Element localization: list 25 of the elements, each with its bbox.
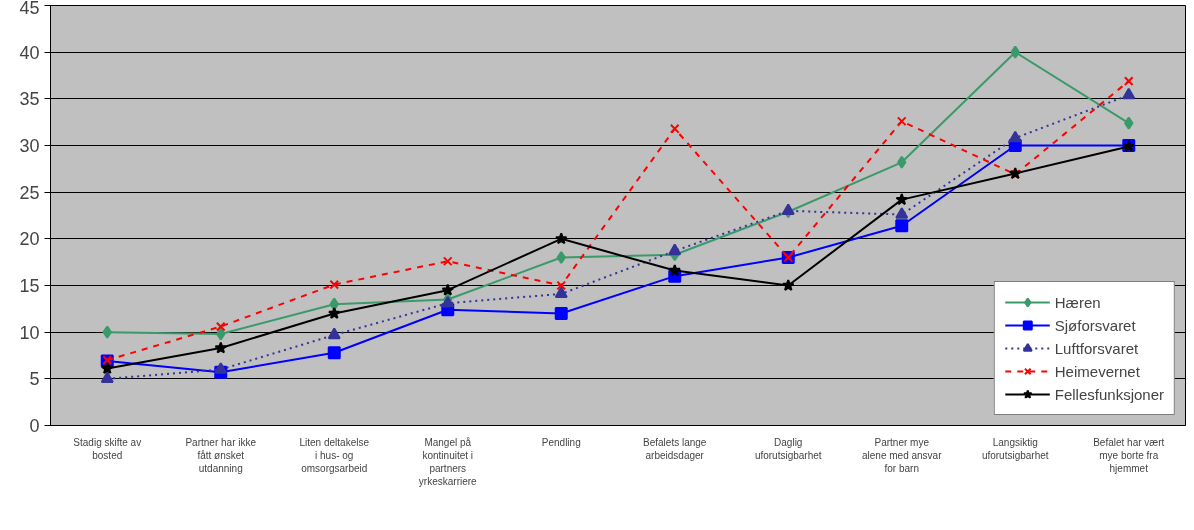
y-tick-label: 0 (29, 416, 40, 436)
legend-label: Heimevernet (1054, 362, 1140, 380)
y-tick-label: 45 (19, 0, 40, 18)
y-tick-label: 40 (19, 42, 40, 63)
x-tick-label: Langsiktig uforutsigbarhet (981, 436, 1049, 461)
x-tick-label: Befalet har vært mye borte fra hjemmet (1093, 436, 1165, 474)
y-tick-label: 15 (19, 276, 40, 296)
legend-label: Sjøforsvaret (1054, 316, 1136, 334)
x-tick-label: Mangel på kontinuitet i partners yrkeskarriere (418, 436, 478, 488)
x-tick-label: Liten deltakelse i hus- og omsorgsarbeid (299, 436, 370, 474)
legend-label: Fellesfunksjoner (1054, 385, 1164, 403)
x-tick-label: Pendling (541, 436, 581, 448)
x-tick-label: Partner har ikke fått ønsket utdanning (185, 436, 257, 474)
y-tick-label: 5 (29, 369, 40, 390)
y-tick-label: 10 (19, 322, 40, 343)
legend-label: Hæren (1054, 293, 1101, 311)
x-tick-label: Daglig uforutsigbarhet (754, 436, 822, 461)
x-tick-label: Partner mye alene med ansvar for barn (862, 436, 943, 474)
legend-label: Luftforsvaret (1054, 339, 1139, 357)
x-tick-label: Stadig skifte av bosted (73, 436, 142, 461)
x-tick-label: Befalets lange arbeidsdager (643, 436, 707, 461)
y-tick-label: 30 (19, 136, 40, 156)
y-tick-label: 25 (19, 182, 40, 203)
y-tick-label: 35 (19, 89, 40, 110)
y-tick-label: 20 (19, 229, 40, 250)
